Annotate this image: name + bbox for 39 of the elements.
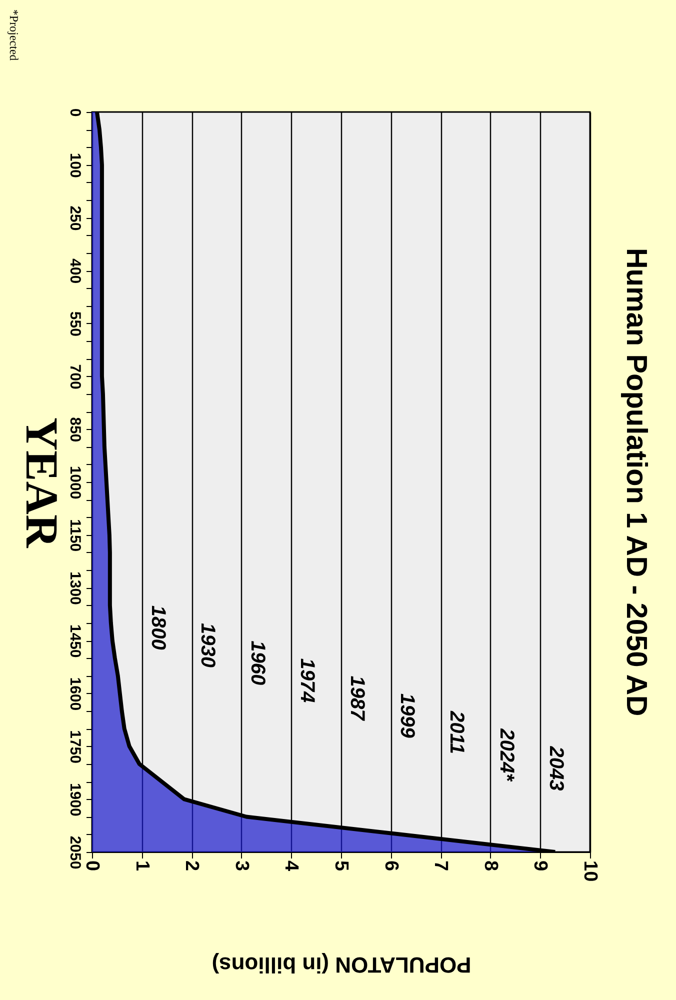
x-tick-label: 6 [380,860,402,872]
x-tick-label: 3 [230,860,252,872]
y-tick-label: 1300 [66,572,84,605]
y-tick-label: 0 [66,108,84,117]
text: Human Population 1 AD - 2050 AD [620,248,652,716]
x-tick-label: 0 [82,860,102,872]
annotation: 1930 [196,622,219,668]
y-axis-title: YEAR [16,417,68,548]
x-axis-title: POPULATON (in billions) [212,952,472,978]
y-tick-label: 1450 [66,624,84,658]
y-tick-label: 1900 [66,782,84,816]
annotation: 2024* [495,728,518,782]
annotation: 1999 [396,693,418,739]
annotation: 1960 [246,640,268,686]
y-tick-label: 1600 [66,677,84,711]
y-tick-label: 2050 [66,836,84,870]
text: *Projected [7,9,21,61]
x-tick-label: 5 [330,860,352,872]
y-tick-label: 100 [66,152,84,178]
y-tick-label: 550 [66,311,84,336]
y-tick-label: 850 [66,417,84,442]
x-tick-label: 10 [580,860,600,882]
x-tick-label: 2 [181,860,202,872]
y-tick-label: 400 [66,258,84,284]
y-tick-label: 250 [66,206,84,231]
y-tick-label: 1750 [66,730,84,764]
annotation: 2043 [545,745,568,791]
annotation: 2011 [446,710,468,754]
y-tick-label: 1150 [66,519,84,552]
x-tick-label: 4 [280,860,302,872]
y-tick-label: 1000 [66,466,84,500]
annotation: 1800 [146,605,169,650]
x-tick-label: 1 [131,860,152,872]
annotation: 1974 [296,658,318,703]
x-tick-label: 7 [430,860,452,872]
annotation: 1987 [346,676,368,722]
x-tick-label: 9 [530,860,551,872]
x-tick-label: 8 [480,860,501,872]
y-tick-label: 700 [66,364,84,390]
